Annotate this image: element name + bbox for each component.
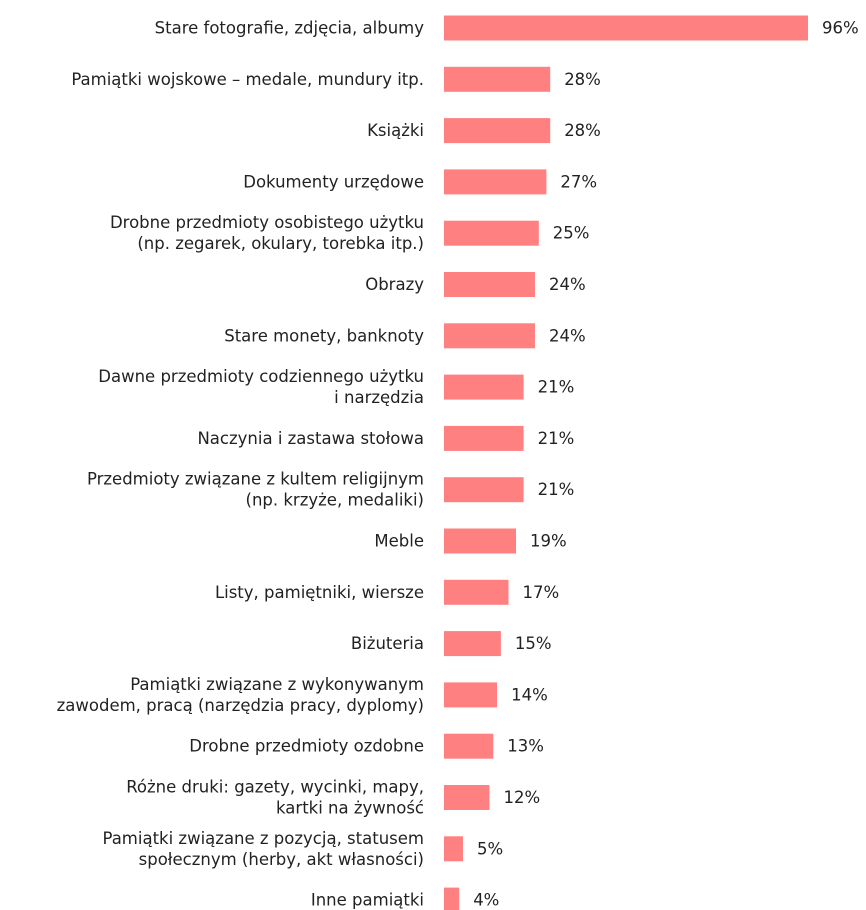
category-label-line: Meble <box>374 532 424 551</box>
category-label-14: Drobne przedmioty ozdobne <box>189 737 424 756</box>
category-label-13: Pamiątki związane z wykonywanym zawodem, … <box>57 675 424 715</box>
category-label-1: Pamiątki wojskowe – medale, mundury itp. <box>71 70 424 89</box>
category-label-line: Listy, pamiętniki, wiersze <box>215 583 424 602</box>
value-label-1: 28% <box>564 70 601 89</box>
value-label-13: 14% <box>511 685 548 704</box>
bar-0 <box>444 15 808 41</box>
category-label-2: Książki <box>367 121 424 140</box>
bar-17 <box>444 887 460 910</box>
value-label-16: 5% <box>477 839 503 858</box>
bar-9 <box>444 477 524 503</box>
category-label-7: Dawne przedmioty codziennego użytku i nar… <box>98 367 424 407</box>
category-label-line: Pamiątki związane z wykonywanym <box>130 675 424 694</box>
value-label-4: 25% <box>553 224 590 243</box>
bar-11 <box>444 579 509 605</box>
value-label-15: 12% <box>504 788 541 807</box>
category-label-line: Stare monety, banknoty <box>224 326 424 345</box>
category-label-12: Biżuteria <box>351 634 424 653</box>
value-labels-group: 96% 28% 28% 27% 25% 24% 24% 21% 21% 21% 19% 17% 15% 1… <box>473 19 858 910</box>
bar-13 <box>444 682 498 708</box>
value-label-6: 24% <box>549 326 586 345</box>
category-label-11: Listy, pamiętniki, wiersze <box>215 583 424 602</box>
category-label-line: Książki <box>367 121 424 140</box>
category-label-line: Różne druki: gazety, wycinki, mapy, <box>126 778 424 797</box>
category-label-line: kartki na żywność <box>276 799 424 818</box>
bar-5 <box>444 272 535 297</box>
category-label-17: Inne pamiątki <box>311 891 424 910</box>
category-label-line: Stare fotografie, zdjęcia, albumy <box>155 19 425 38</box>
category-label-line: zawodem, pracą (narzędzia pracy, dyplomy… <box>57 696 424 715</box>
category-label-line: Pamiątki wojskowe – medale, mundury itp. <box>71 70 424 89</box>
value-label-5: 24% <box>549 275 586 294</box>
category-label-line: Pamiątki związane z pozycją, statusem <box>102 829 424 848</box>
bar-14 <box>444 733 494 759</box>
bar-4 <box>444 220 539 246</box>
category-label-line: (np. zegarek, okulary, torebka itp.) <box>137 234 424 253</box>
category-label-10: Meble <box>374 532 424 551</box>
category-label-line: Drobne przedmioty ozdobne <box>189 737 424 756</box>
value-label-17: 4% <box>473 891 499 910</box>
bar-1 <box>444 66 551 92</box>
value-label-0: 96% <box>822 19 859 38</box>
category-label-line: Przedmioty związane z kultem religijnym <box>87 470 424 489</box>
bar-7 <box>444 374 524 400</box>
category-label-line: Biżuteria <box>351 634 424 653</box>
bar-15 <box>444 785 490 810</box>
category-label-8: Naczynia i zastawa stołowa <box>197 429 424 448</box>
value-label-8: 21% <box>538 429 575 448</box>
bar-2 <box>444 118 551 144</box>
category-label-line: (np. krzyże, medaliki) <box>246 491 424 510</box>
bar-6 <box>444 323 535 349</box>
value-label-12: 15% <box>515 634 552 653</box>
bar-12 <box>444 631 501 657</box>
bar-3 <box>444 169 547 195</box>
category-label-line: Dokumenty urzędowe <box>243 172 424 191</box>
category-label-6: Stare monety, banknoty <box>224 326 424 345</box>
value-label-10: 19% <box>530 532 567 551</box>
category-label-line: Obrazy <box>365 275 424 294</box>
bar-10 <box>444 528 516 554</box>
bar-16 <box>444 836 463 862</box>
bar-8 <box>444 425 524 451</box>
category-label-line: Dawne przedmioty codziennego użytku <box>98 367 424 386</box>
value-label-9: 21% <box>538 480 575 499</box>
value-label-2: 28% <box>564 121 601 140</box>
value-label-14: 13% <box>507 737 544 756</box>
value-label-11: 17% <box>523 583 560 602</box>
category-labels-group: Stare fotografie, zdjęcia, albumy Pamiątk… <box>57 19 425 910</box>
category-label-9: Przedmioty związane z kultem religijnym (… <box>87 470 424 510</box>
category-label-line: i narzędzia <box>334 388 424 407</box>
category-label-16: Pamiątki związane z pozycją, statusem spo… <box>102 829 424 869</box>
category-label-5: Obrazy <box>365 275 424 294</box>
category-label-line: Drobne przedmioty osobistego użytku <box>110 213 424 232</box>
bars-group <box>444 15 808 910</box>
category-label-15: Różne druki: gazety, wycinki, mapy, kartk… <box>126 778 424 818</box>
category-label-3: Dokumenty urzędowe <box>243 172 424 191</box>
category-label-4: Drobne przedmioty osobistego użytku (np. … <box>110 213 424 253</box>
category-label-line: Naczynia i zastawa stołowa <box>197 429 424 448</box>
category-label-0: Stare fotografie, zdjęcia, albumy <box>155 19 425 38</box>
category-label-line: społecznym (herby, akt własności) <box>139 850 424 869</box>
value-label-7: 21% <box>538 378 575 397</box>
category-label-line: Inne pamiątki <box>311 891 424 910</box>
value-label-3: 27% <box>560 172 597 191</box>
